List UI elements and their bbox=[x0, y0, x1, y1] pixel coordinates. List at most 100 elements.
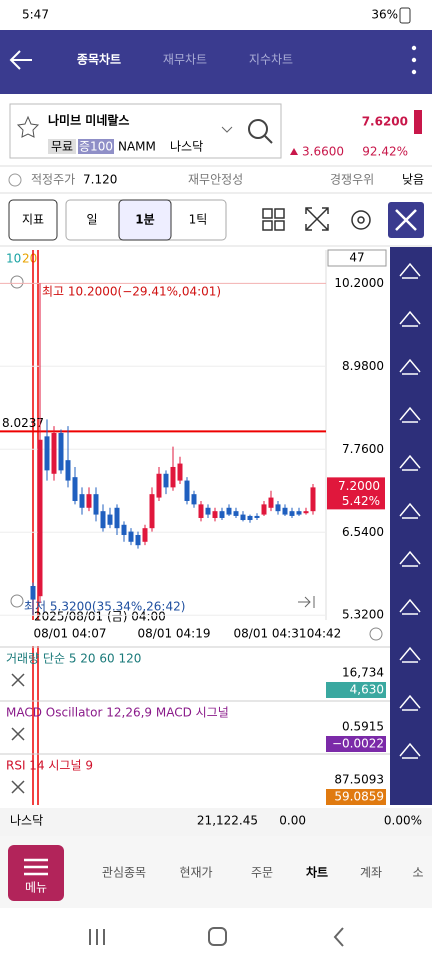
settings[interactable] bbox=[369, 627, 383, 641]
candle-body bbox=[240, 514, 246, 521]
panel-value-box bbox=[326, 736, 386, 752]
side-icon[interactable] bbox=[399, 550, 421, 567]
button-text: 일 bbox=[86, 213, 97, 227]
nav-tab[interactable]: 소 bbox=[412, 866, 423, 880]
dropdown[interactable] bbox=[221, 126, 233, 133]
low-label: 최저 5.3200(35.34%,26:42) bbox=[24, 600, 185, 614]
candle-body bbox=[303, 511, 309, 514]
candle-body bbox=[114, 507, 120, 529]
market-change: 0.00 bbox=[279, 814, 306, 828]
zoom-out[interactable] bbox=[10, 594, 24, 608]
stock-name: 나미브 미네랄스 bbox=[48, 113, 129, 128]
nav-tab[interactable]: 계좌 bbox=[360, 866, 382, 880]
side-icon[interactable] bbox=[399, 598, 421, 615]
panel-value: 0.5915 bbox=[342, 720, 384, 734]
nav-tab[interactable]: 주문 bbox=[251, 866, 273, 880]
panel-value: −0.0022 bbox=[332, 737, 384, 751]
info-label: 재무안정성 bbox=[188, 173, 243, 187]
nav-tab[interactable]: 차트 bbox=[306, 865, 328, 880]
ma-legend: 10 bbox=[6, 252, 21, 266]
candle-body bbox=[149, 494, 155, 529]
candle-body bbox=[177, 463, 183, 481]
candle-body bbox=[275, 504, 281, 512]
panel-value: 16,734 bbox=[342, 666, 384, 680]
close-icon bbox=[11, 673, 25, 687]
panel-value: 59.0859 bbox=[334, 790, 384, 804]
candle-body bbox=[100, 511, 106, 529]
tab[interactable]: 지수차트 bbox=[249, 53, 293, 67]
side-icon[interactable] bbox=[399, 406, 421, 423]
candle-body bbox=[65, 460, 71, 481]
nav-tab[interactable]: 관심종목 bbox=[102, 866, 146, 880]
candle-body bbox=[135, 534, 141, 546]
y-tick-label: 8.9800 bbox=[342, 359, 384, 373]
menu-text: 메뉴 bbox=[25, 881, 47, 895]
nav-tab[interactable]: 현재가 bbox=[179, 866, 212, 880]
button-text: 1분 bbox=[135, 213, 154, 227]
side-icon[interactable] bbox=[399, 262, 421, 279]
side-toolbar bbox=[390, 247, 432, 805]
market-index: 21,122.45 bbox=[197, 814, 258, 828]
candle-body bbox=[58, 432, 64, 471]
market-bar bbox=[0, 808, 432, 836]
side-icon[interactable] bbox=[399, 454, 421, 471]
market-name: 나스닥 bbox=[10, 814, 43, 828]
info-value: 7.120 bbox=[83, 173, 117, 187]
last-price-box bbox=[327, 477, 385, 510]
tab[interactable]: 종목차트 bbox=[77, 52, 121, 67]
zoom-in[interactable] bbox=[10, 275, 24, 289]
side-icon[interactable] bbox=[399, 310, 421, 327]
candle-body bbox=[93, 494, 99, 515]
side-icon[interactable] bbox=[399, 694, 421, 711]
change: 3.6600 bbox=[302, 145, 344, 159]
side-icon[interactable] bbox=[399, 742, 421, 759]
candle-body bbox=[212, 511, 218, 518]
info-label: 경쟁우위 bbox=[330, 173, 374, 187]
toolbar-icons[interactable] bbox=[262, 207, 371, 231]
app-header bbox=[0, 30, 432, 94]
button-text: 1틱 bbox=[189, 213, 208, 227]
candle-body bbox=[163, 473, 169, 488]
candle-body bbox=[44, 436, 50, 471]
candle-body bbox=[268, 497, 274, 508]
more-menu[interactable] bbox=[411, 45, 417, 75]
price-bar bbox=[414, 110, 422, 134]
side-icon[interactable] bbox=[399, 502, 421, 519]
candle-body bbox=[37, 439, 43, 597]
android-nav[interactable] bbox=[89, 927, 344, 947]
candle-body bbox=[289, 511, 295, 516]
favorite-star[interactable] bbox=[16, 115, 40, 138]
battery-icon bbox=[399, 7, 411, 24]
candle-body bbox=[72, 477, 78, 501]
side-icon[interactable] bbox=[399, 646, 421, 663]
candle-body bbox=[170, 466, 176, 488]
ma-legend: 20 bbox=[22, 252, 37, 266]
close-icon bbox=[11, 727, 25, 741]
side-icons[interactable] bbox=[399, 262, 421, 759]
candle-body bbox=[128, 531, 134, 542]
crosshair-label: 8.0237 bbox=[2, 416, 44, 430]
badge-text: 증100 bbox=[79, 140, 113, 154]
search[interactable] bbox=[248, 119, 268, 139]
tab[interactable]: 재무차트 bbox=[163, 53, 207, 67]
side-icon[interactable] bbox=[399, 358, 421, 375]
candle-body bbox=[121, 524, 127, 535]
panel-value: 4,630 bbox=[350, 683, 384, 697]
button[interactable] bbox=[118, 199, 172, 241]
candle-body bbox=[226, 507, 232, 515]
info-value: 낮음 bbox=[402, 173, 424, 187]
candle-body bbox=[156, 473, 162, 498]
scroll-end[interactable] bbox=[298, 596, 315, 608]
close-icon bbox=[11, 780, 25, 794]
back-button[interactable] bbox=[9, 50, 32, 70]
candle-body bbox=[233, 511, 239, 516]
panel-title: 거래량 단순 5 20 60 120 bbox=[6, 652, 141, 666]
y-tick-label: 7.7600 bbox=[342, 442, 384, 456]
date-label: 2025/08/01 (금) 04:00 bbox=[34, 610, 166, 624]
button[interactable] bbox=[8, 199, 58, 241]
info-label: 적정주가 bbox=[31, 173, 75, 187]
battery: 36% bbox=[371, 8, 398, 22]
high-label: 최고 10.2000(−29.41%,04:01) bbox=[42, 285, 221, 299]
help-icon[interactable] bbox=[8, 173, 22, 187]
